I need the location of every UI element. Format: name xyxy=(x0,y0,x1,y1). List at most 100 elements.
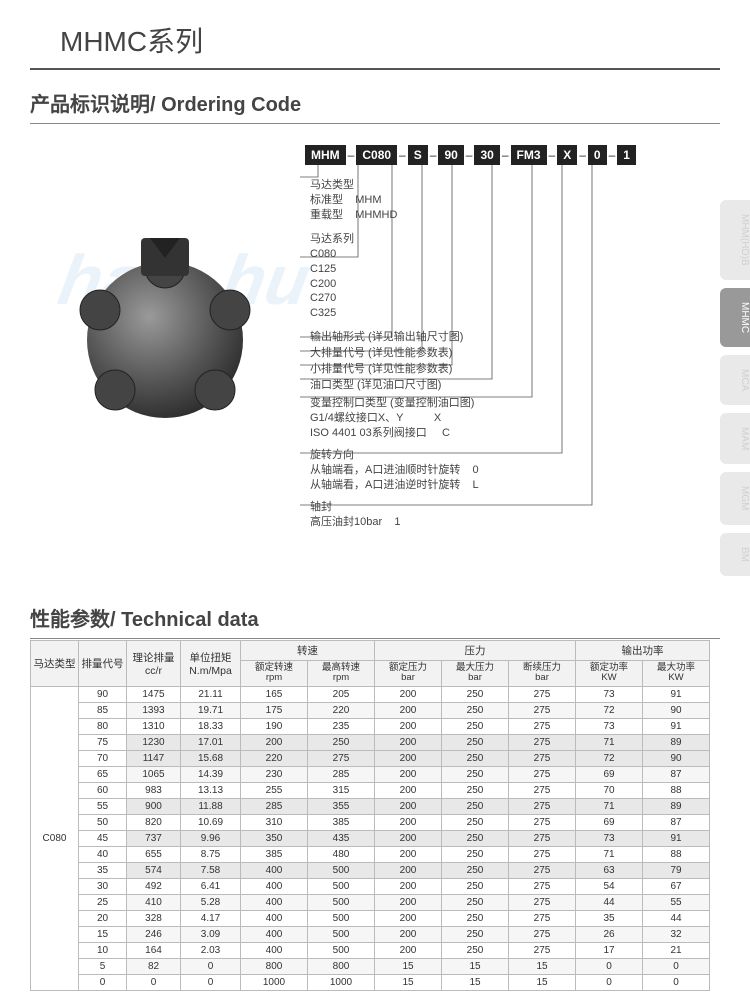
cell: 67 xyxy=(643,878,710,894)
cell: 5.28 xyxy=(181,894,241,910)
cell: 400 xyxy=(241,926,308,942)
cell: 310 xyxy=(241,814,308,830)
cell: 1147 xyxy=(127,750,181,766)
cell: 15 xyxy=(375,974,442,990)
cell: 200 xyxy=(375,734,442,750)
th-sub: 额定功率 KW xyxy=(576,661,643,687)
desc-series: 马达系列 C080 C125 C200 C270 C325 xyxy=(310,232,354,321)
cell: 492 xyxy=(127,878,181,894)
cell: 250 xyxy=(442,942,509,958)
cell: 15 xyxy=(442,958,509,974)
cell: 45 xyxy=(79,830,127,846)
cell: 25 xyxy=(79,894,127,910)
table-row: 0001000100015151500 xyxy=(31,974,710,990)
cell: 5 xyxy=(79,958,127,974)
cell: 410 xyxy=(127,894,181,910)
cell: 200 xyxy=(375,926,442,942)
cell: 2.03 xyxy=(181,942,241,958)
cell: 50 xyxy=(79,814,127,830)
side-tabs: MHM(HD)B MHMC MCA MAM MGM BM xyxy=(720,200,750,576)
cell: 85 xyxy=(79,702,127,718)
cell: 275 xyxy=(509,734,576,750)
cell: 275 xyxy=(509,718,576,734)
cell: 54 xyxy=(576,878,643,894)
cell: 10 xyxy=(79,942,127,958)
cell: 275 xyxy=(509,686,576,702)
cell: 200 xyxy=(375,830,442,846)
cell: 21 xyxy=(643,942,710,958)
desc-motor-type: 马达类型 标准型 MHM 重载型 MHMHD xyxy=(310,178,397,223)
cell: 71 xyxy=(576,846,643,862)
cell: 71 xyxy=(576,798,643,814)
cell: 230 xyxy=(241,766,308,782)
cell: 200 xyxy=(375,798,442,814)
cell: 90 xyxy=(643,702,710,718)
cell: 72 xyxy=(576,702,643,718)
cell: 250 xyxy=(442,782,509,798)
cell: 800 xyxy=(241,958,308,974)
cell: 30 xyxy=(79,878,127,894)
cell: 500 xyxy=(308,942,375,958)
desc-rotation: 旋转方向 从轴端看，A口进油顺时针旋转 0 从轴端看，A口进油逆时针旋转 L xyxy=(310,448,479,493)
cell: 14.39 xyxy=(181,766,241,782)
cell: 500 xyxy=(308,926,375,942)
cell: 15.68 xyxy=(181,750,241,766)
cell: 275 xyxy=(509,798,576,814)
table-row: C08090147521.111652052002502757391 xyxy=(31,686,710,702)
cell: 220 xyxy=(241,750,308,766)
cell: 200 xyxy=(375,718,442,734)
cell: 275 xyxy=(509,750,576,766)
cell: 1230 xyxy=(127,734,181,750)
cell: 250 xyxy=(442,894,509,910)
cell: 17 xyxy=(576,942,643,958)
cell: 275 xyxy=(509,942,576,958)
cell: 200 xyxy=(241,734,308,750)
cell: 500 xyxy=(308,878,375,894)
cell: 40 xyxy=(79,846,127,862)
cell: 800 xyxy=(308,958,375,974)
cell: 200 xyxy=(375,782,442,798)
cell: 165 xyxy=(241,686,308,702)
code-box-90: 90 xyxy=(438,145,463,165)
cell: 275 xyxy=(308,750,375,766)
cell: 200 xyxy=(375,846,442,862)
desc-large-disp: 大排量代号 (详见性能参数表) xyxy=(310,346,452,361)
cell: 655 xyxy=(127,846,181,862)
table-row: 355747.584005002002502756379 xyxy=(31,862,710,878)
table-row: 85139319.711752202002502757290 xyxy=(31,702,710,718)
tab-mhmc[interactable]: MHMC xyxy=(720,288,750,347)
cell: 1310 xyxy=(127,718,181,734)
cell: 737 xyxy=(127,830,181,846)
cell: 205 xyxy=(308,686,375,702)
cell: 69 xyxy=(576,814,643,830)
code-box-0: 0 xyxy=(588,145,607,165)
cell: 0 xyxy=(643,958,710,974)
cell: 72 xyxy=(576,750,643,766)
table-row: 203284.174005002002502753544 xyxy=(31,910,710,926)
cell: 983 xyxy=(127,782,181,798)
cell: 200 xyxy=(375,894,442,910)
cell: 55 xyxy=(643,894,710,910)
cell: 250 xyxy=(442,830,509,846)
cell: 285 xyxy=(308,766,375,782)
cell: 250 xyxy=(308,734,375,750)
cell: 44 xyxy=(643,910,710,926)
tab-mgm[interactable]: MGM xyxy=(720,472,750,524)
cell: 32 xyxy=(643,926,710,942)
cell: 60 xyxy=(79,782,127,798)
cell: 75 xyxy=(79,734,127,750)
tab-bm[interactable]: BM xyxy=(720,533,750,576)
tab-mam[interactable]: MAM xyxy=(720,413,750,464)
tab-mhm(hd)b[interactable]: MHM(HD)B xyxy=(720,200,750,280)
code-box-c080: C080 xyxy=(356,145,397,165)
desc-port: 油口类型 (详见油口尺寸图) xyxy=(310,378,441,393)
cell: 90 xyxy=(643,750,710,766)
cell: 1475 xyxy=(127,686,181,702)
cell: 220 xyxy=(308,702,375,718)
th-model: 马达类型 xyxy=(31,641,79,687)
cell: 15 xyxy=(375,958,442,974)
cell: 275 xyxy=(509,878,576,894)
cell: 15 xyxy=(79,926,127,942)
tab-mca[interactable]: MCA xyxy=(720,355,750,405)
cell: 4.17 xyxy=(181,910,241,926)
